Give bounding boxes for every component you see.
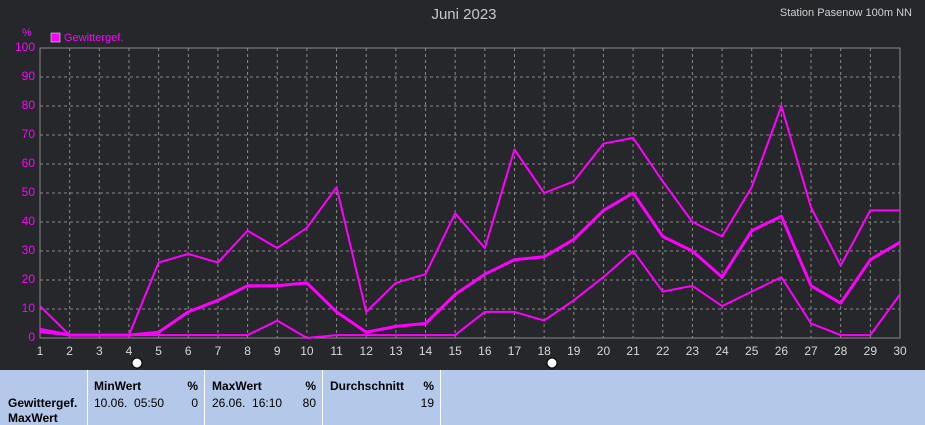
legend-swatch: [50, 32, 61, 43]
y-tick-label: 20: [22, 272, 36, 286]
x-tick-label: 18: [537, 344, 551, 358]
x-tick-label: 30: [893, 344, 907, 358]
col-unit: %: [187, 379, 198, 393]
chart-title: Juni 2023: [431, 6, 496, 23]
col-value: 19: [420, 396, 434, 410]
x-tick-label: 27: [804, 344, 818, 358]
y-tick-label: 90: [22, 69, 36, 83]
row-label: Gewittergef.: [8, 396, 78, 410]
x-tick-label: 10: [300, 344, 314, 358]
moon-icon: [546, 357, 558, 369]
col-header: Durchschnitt: [330, 379, 405, 393]
col-time: 10.06. 05:50: [94, 396, 165, 410]
x-tick-label: 24: [715, 344, 729, 358]
moon-icon: [131, 357, 143, 369]
station: Station Pasenow 100m NN: [780, 7, 912, 19]
x-tick-label: 9: [274, 344, 281, 358]
x-tick-label: 4: [126, 344, 133, 358]
chart: Juni 2023 Station Pasenow 100m NN % 0 10 2…: [15, 6, 912, 369]
x-tick-label: 21: [626, 344, 640, 358]
x-tick-label: 1: [37, 344, 44, 358]
y-tick-label: 60: [22, 156, 36, 170]
x-tick-label: 26: [775, 344, 789, 358]
x-tick-label: 8: [244, 344, 251, 358]
y-tick-label: 50: [22, 185, 36, 199]
x-tick-label: 11: [330, 344, 343, 358]
row-head: Gewittergef. MaxWert: [0, 370, 88, 425]
line: [39, 191, 901, 337]
x-tick-label: 28: [834, 344, 848, 358]
col-value: 0: [191, 396, 198, 410]
stats-table: Gewittergef. MaxWert MinWert % 10.06. 05…: [0, 370, 925, 425]
x-tick-label: 3: [96, 344, 103, 358]
col: MaxWert % 26.06. 16:10 80: [205, 370, 323, 425]
y-unit: %: [22, 27, 32, 39]
x-tick-label: 6: [185, 344, 192, 358]
col-unit: %: [423, 379, 434, 393]
x-tick-label: 2: [66, 344, 73, 358]
y-tick-label: 30: [22, 243, 36, 257]
y-tick-label: 80: [22, 98, 36, 112]
x-tick-label: 14: [419, 344, 433, 358]
x-tick-label: 5: [155, 344, 162, 358]
y-tick-label: 10: [22, 301, 36, 315]
y-tick-label: 100: [15, 40, 35, 54]
x-tick-label: 20: [597, 344, 611, 358]
y-tick-label: 70: [22, 127, 36, 141]
line: [39, 250, 901, 339]
col-header: MinWert: [94, 379, 142, 393]
x-tick-label: 12: [360, 344, 374, 358]
x-tick-label: 17: [508, 344, 522, 358]
x-tick-label: 29: [864, 344, 878, 358]
col: Durchschnitt % 19: [323, 370, 441, 425]
col-header: MaxWert: [212, 379, 262, 393]
x-tick-label: 25: [745, 344, 759, 358]
y-tick-label: 40: [22, 214, 36, 228]
col-time: 26.06. 16:10: [212, 396, 283, 410]
col-value: 80: [302, 396, 316, 410]
y-tick-label: 0: [28, 330, 35, 344]
x-tick-label: 16: [478, 344, 492, 358]
line: [39, 105, 900, 337]
x-tick-label: 13: [389, 344, 403, 358]
col: MinWert % 10.06. 05:50 0: [88, 370, 205, 425]
x-tick-label: 7: [215, 344, 222, 358]
x-tick-label: 19: [567, 344, 581, 358]
row-label: MaxWert: [8, 411, 58, 425]
col-unit: %: [305, 379, 316, 393]
legend-label: Gewittergef.: [64, 32, 123, 44]
x-tick-label: 22: [656, 344, 670, 358]
x-tick-label: 23: [686, 344, 700, 358]
x-tick-label: 15: [448, 344, 462, 358]
